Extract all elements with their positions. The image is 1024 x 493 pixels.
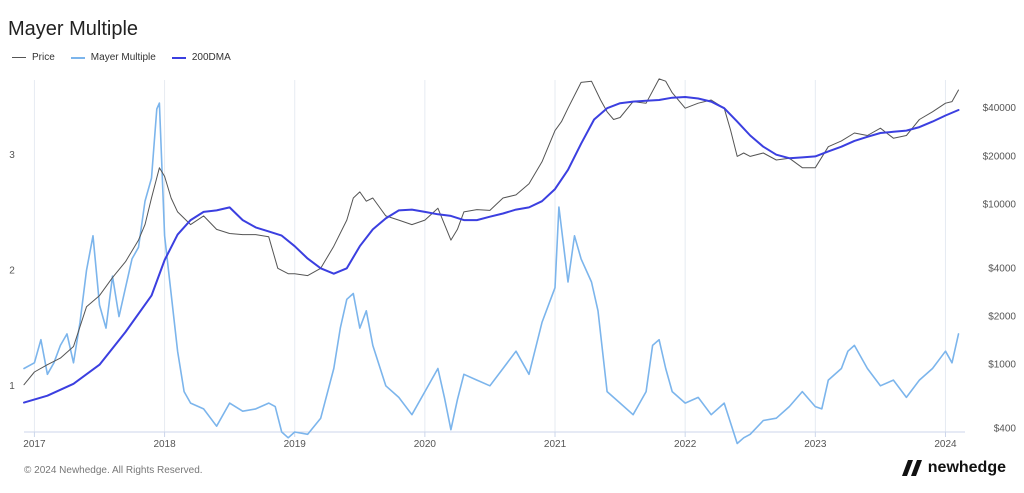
x-tick-label: 2023 xyxy=(804,439,827,450)
x-tick-label: 2022 xyxy=(674,439,697,450)
legend-label-dma: 200DMA xyxy=(191,52,231,63)
x-tick-label: 2021 xyxy=(544,439,567,450)
right-y-tick-label: $1000 xyxy=(988,360,1016,371)
x-tick-label: 2017 xyxy=(23,439,46,450)
right-y-axis: $400 $1000 $2000 $4000 $10000 $20000 $40000 xyxy=(983,103,1017,434)
x-tick-label: 2020 xyxy=(414,439,437,450)
legend-swatch-dma xyxy=(171,56,186,59)
legend-label-mayer: Mayer Multiple xyxy=(90,52,156,63)
page-title: Mayer Multiple xyxy=(8,18,139,40)
chart-legend: Price Mayer Multiple 200DMA xyxy=(12,52,231,63)
x-tick-label: 2018 xyxy=(153,439,176,450)
legend-item-price[interactable]: Price xyxy=(12,52,55,63)
chart-gridlines xyxy=(33,80,946,432)
right-y-tick-label: $40000 xyxy=(983,103,1017,114)
legend-item-dma[interactable]: 200DMA xyxy=(171,52,231,63)
copyright-text: © 2024 Newhedge. All Rights Reserved. xyxy=(24,465,203,476)
legend-swatch-price xyxy=(12,57,26,58)
x-tick-label: 2019 xyxy=(284,439,307,450)
series-line-mayer-multiple xyxy=(23,102,960,445)
right-y-tick-label: $4000 xyxy=(988,263,1016,274)
series-line-200dma xyxy=(23,96,960,404)
newhedge-logo-icon xyxy=(901,460,922,476)
legend-item-mayer[interactable]: Mayer Multiple xyxy=(70,52,156,63)
legend-label-price: Price xyxy=(32,52,55,63)
series-line-price xyxy=(23,78,959,386)
legend-swatch-mayer xyxy=(70,56,85,59)
brand-logo[interactable]: newhedge xyxy=(901,459,1006,477)
left-y-tick-label: 1 xyxy=(9,381,15,392)
left-y-tick-label: 3 xyxy=(9,150,15,161)
left-y-axis: 1 2 3 xyxy=(9,150,15,392)
right-y-tick-label: $20000 xyxy=(983,151,1017,162)
left-y-tick-label: 2 xyxy=(9,265,15,276)
brand-name: newhedge xyxy=(927,459,1006,476)
x-tick-label: 2024 xyxy=(934,439,957,450)
x-axis: 2017 2018 2019 2020 2021 2022 2023 2024 xyxy=(23,432,957,450)
right-y-tick-label: $2000 xyxy=(988,312,1016,323)
right-y-tick-label: $10000 xyxy=(983,200,1017,211)
right-y-tick-label: $400 xyxy=(994,423,1017,434)
